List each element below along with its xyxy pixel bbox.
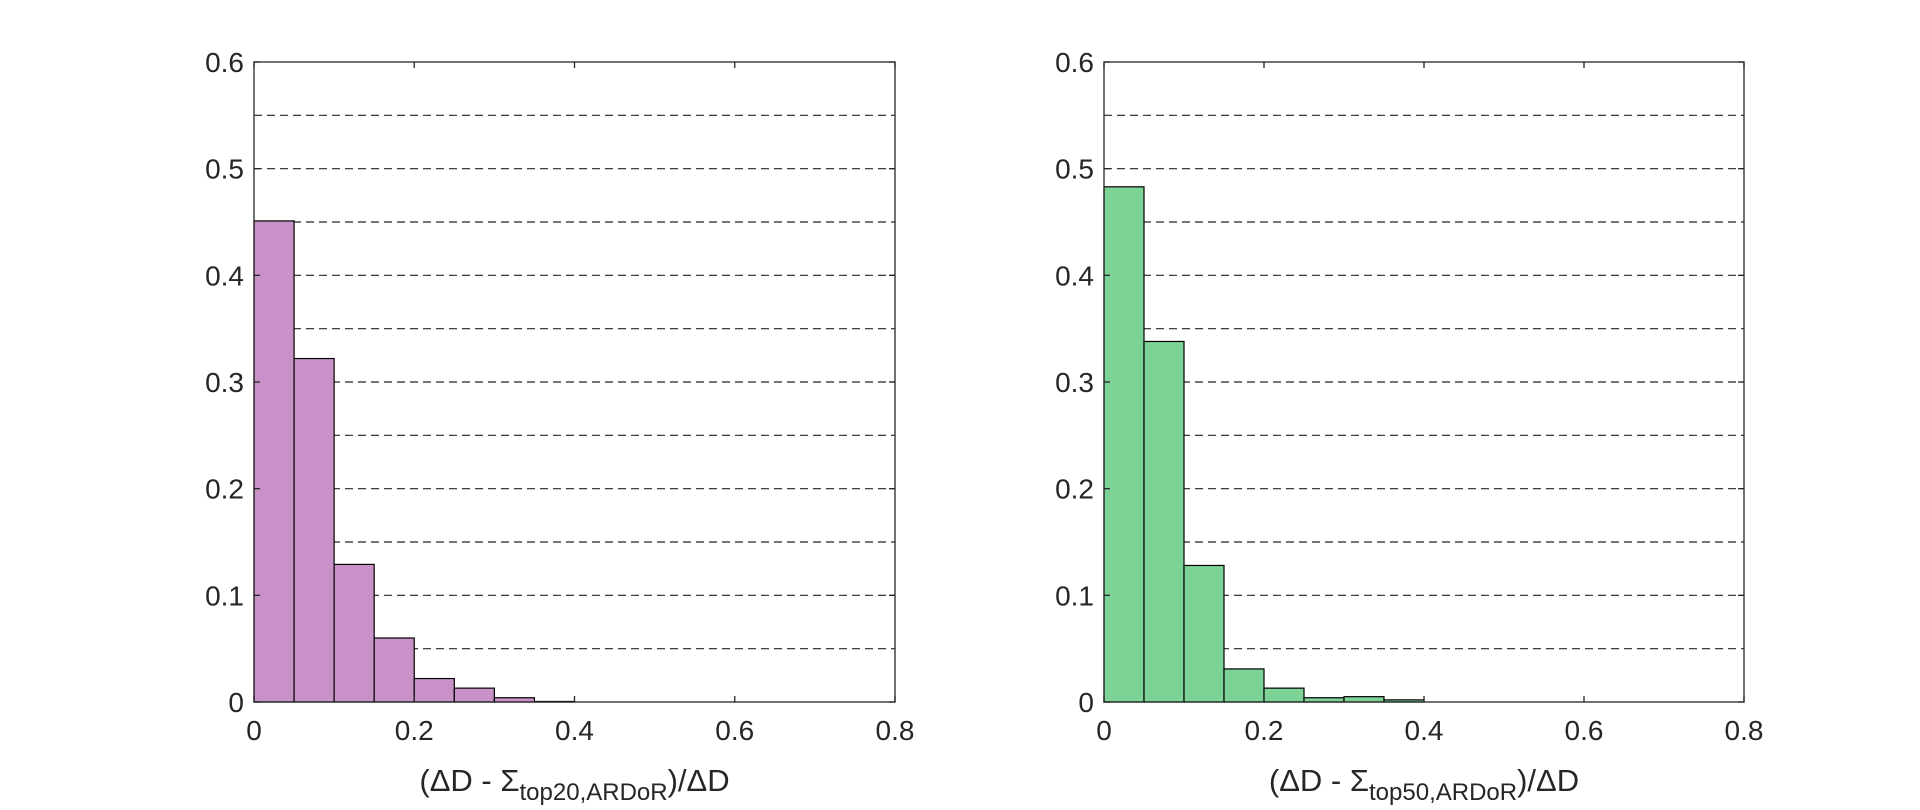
- histogram-bar: [453, 687, 495, 703]
- x-axis-title: (ΔD - Σtop20,ARDoR)/ΔD: [419, 763, 729, 806]
- x-tick-label: 0.6: [1565, 715, 1604, 746]
- x-axis-title-subscript: top20,ARDoR: [520, 779, 668, 806]
- y-tick-label: 0.1: [205, 580, 244, 611]
- y-tick-label: 0.2: [1055, 474, 1094, 505]
- x-axis-title-subscript: top50,ARDoR: [1369, 779, 1517, 806]
- histogram-bar: [1263, 687, 1305, 703]
- y-tick-label: 0: [228, 687, 244, 718]
- y-tick-label: 0.5: [205, 154, 244, 185]
- axis-ticks: 0 0.2 0.4 0.6 0.8 0 0.1 0.2 0.3 0.4 0.5 0.6: [1055, 47, 1763, 746]
- y-tick-label: 0.4: [1055, 260, 1094, 291]
- y-tick-label: 0: [1078, 687, 1094, 718]
- x-tick-label: 0: [1096, 715, 1112, 746]
- y-tick-label: 0.3: [1055, 367, 1094, 398]
- x-tick-label: 0.4: [1405, 715, 1444, 746]
- histogram-bar: [253, 220, 295, 703]
- y-tick-label: 0.6: [1055, 47, 1094, 78]
- x-tick-label: 0.2: [1245, 715, 1284, 746]
- bars: [253, 220, 576, 703]
- x-tick-label: 0.2: [395, 715, 434, 746]
- axis-ticks: 0 0.2 0.4 0.6 0.8 0 0.1 0.2 0.3 0.4 0.5 0.6: [205, 47, 914, 746]
- x-tick-label: 0: [246, 715, 262, 746]
- histogram-bar: [1343, 696, 1385, 703]
- y-tick-label: 0.1: [1055, 580, 1094, 611]
- y-tick-label: 0.4: [205, 260, 244, 291]
- histogram-bar: [333, 563, 375, 703]
- histogram-bar: [413, 677, 455, 703]
- x-axis-title-suffix: )/ΔD: [668, 763, 730, 798]
- x-tick-label: 0.8: [876, 715, 915, 746]
- histogram-panel-left: 0 0.2 0.4 0.6 0.8 0 0.1 0.2 0.3 0.4 0.5 0.6 (ΔD - Σ…: [205, 47, 914, 806]
- histogram-bar: [1223, 668, 1265, 703]
- histogram-bar: [1103, 186, 1145, 703]
- x-tick-label: 0.4: [555, 715, 594, 746]
- histogram-bar: [293, 357, 335, 703]
- histogram-panel-right: 0 0.2 0.4 0.6 0.8 0 0.1 0.2 0.3 0.4 0.5 0.6 (ΔD - Σ…: [1055, 47, 1763, 806]
- x-tick-label: 0.8: [1725, 715, 1764, 746]
- x-tick-label: 0.6: [715, 715, 754, 746]
- x-axis-title-prefix: (ΔD - Σ: [1269, 763, 1369, 798]
- histogram-bar: [373, 637, 415, 703]
- x-axis-title: (ΔD - Σtop50,ARDoR)/ΔD: [1269, 763, 1579, 806]
- y-tick-label: 0.2: [205, 474, 244, 505]
- histogram-bar: [1143, 340, 1185, 703]
- histogram-bar: [1183, 564, 1225, 703]
- x-axis-title-suffix: )/ΔD: [1517, 763, 1579, 798]
- bars: [1103, 186, 1425, 703]
- y-tick-label: 0.3: [205, 367, 244, 398]
- y-tick-label: 0.5: [1055, 154, 1094, 185]
- y-tick-label: 0.6: [205, 47, 244, 78]
- x-axis-title-prefix: (ΔD - Σ: [419, 763, 519, 798]
